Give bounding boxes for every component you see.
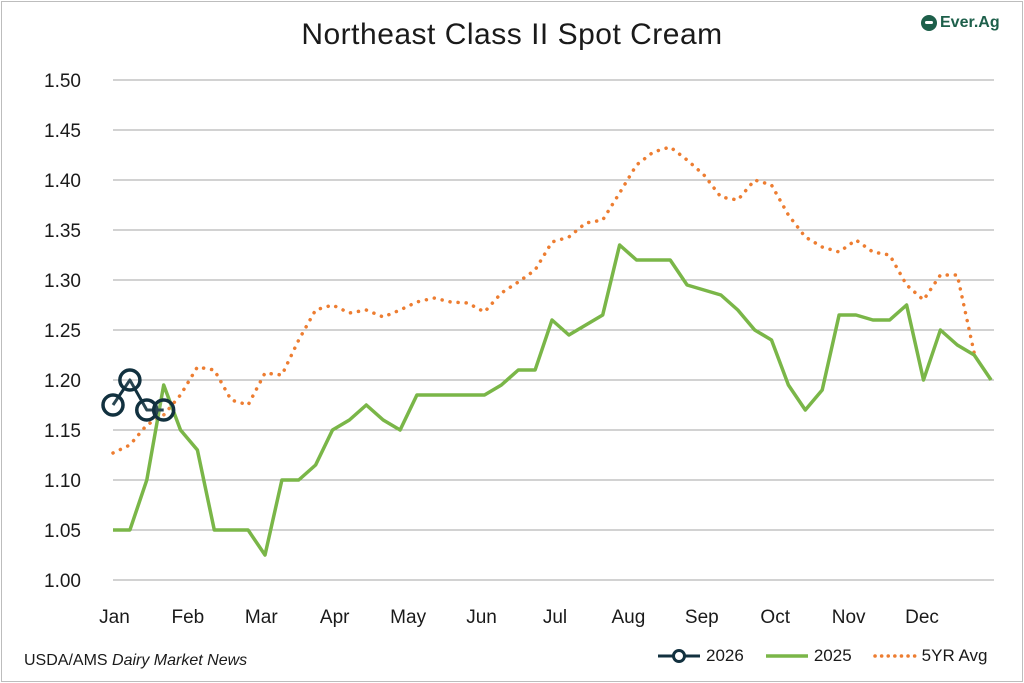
source-prefix: USDA/AMS: [24, 652, 113, 669]
legend-label-5yr-avg: 5YR Avg: [921, 646, 988, 665]
y-tick-label: 1.00: [44, 571, 81, 592]
y-tick-label: 1.20: [44, 371, 81, 392]
y-tick-label: 1.15: [44, 421, 81, 442]
legend-label-2026: 2026: [706, 646, 744, 665]
y-tick-label: 1.10: [44, 471, 81, 492]
data-point-2026: [118, 368, 142, 392]
source-note: USDA/AMS Dairy Market News: [24, 652, 247, 670]
x-tick-label: Jan: [99, 607, 130, 628]
x-tick-label: Jul: [543, 607, 567, 628]
x-tick-label: Feb: [172, 607, 205, 628]
legend-swatch-5yr-avg: [872, 654, 918, 658]
x-tick-label: May: [390, 607, 426, 628]
y-tick-label: 1.40: [44, 171, 81, 192]
ever-ag-logo: Ever.Ag: [921, 14, 1000, 32]
y-tick-label: 1.50: [44, 71, 81, 92]
y-tick-label: 1.35: [44, 221, 81, 242]
x-tick-label: Jun: [466, 607, 497, 628]
legend-swatch-2026: [658, 649, 700, 663]
legend-item-2026: 2026: [656, 646, 744, 666]
x-tick-label: Sep: [685, 607, 719, 628]
x-tick-label: Dec: [905, 607, 939, 628]
series-line-5yr-avg: [111, 145, 976, 455]
x-tick-label: Oct: [760, 607, 790, 628]
source-italic: Dairy Market News: [112, 652, 248, 669]
chart-title: Northeast Class II Spot Cream: [301, 18, 723, 51]
x-tick-label: Aug: [611, 607, 645, 628]
x-tick-label: Mar: [245, 607, 278, 628]
y-tick-label: 1.45: [44, 121, 81, 142]
chart-legend: 2026 2025 5YR Avg: [656, 646, 1008, 666]
x-tick-label: Nov: [832, 607, 866, 628]
data-point-2026: [135, 398, 159, 422]
y-tick-label: 1.05: [44, 521, 81, 542]
legend-swatch-2025: [765, 654, 808, 658]
x-tick-label: Apr: [320, 607, 350, 628]
legend-label-2025: 2025: [813, 646, 852, 665]
data-point-2026: [101, 393, 125, 417]
legend-item-2025: 2025: [764, 646, 852, 666]
y-tick-label: 1.25: [44, 321, 81, 342]
data-point-2026: [151, 398, 176, 422]
legend-item-5yr-avg: 5YR Avg: [872, 646, 988, 666]
y-tick-label: 1.30: [44, 271, 81, 292]
series-line-2025: [113, 243, 993, 557]
ever-ag-logo-icon: [921, 15, 937, 31]
ever-ag-logo-text: Ever.Ag: [940, 14, 1000, 31]
